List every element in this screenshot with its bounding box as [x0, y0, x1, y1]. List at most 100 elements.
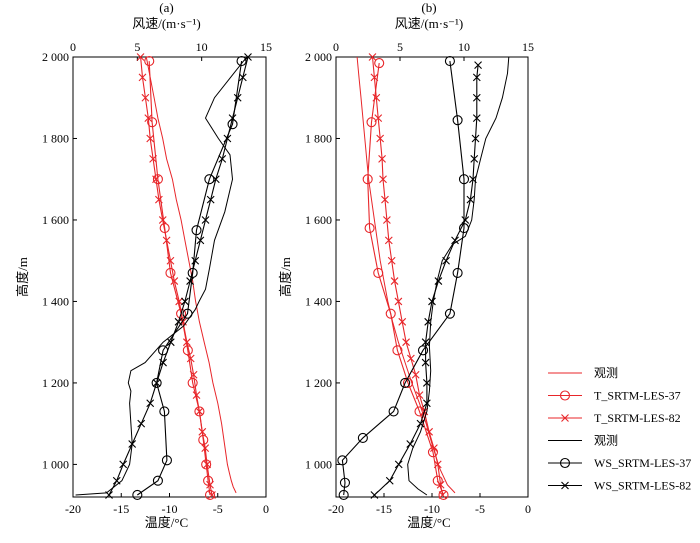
- data-point-cross: [146, 399, 155, 408]
- data-point-cross: [154, 195, 163, 204]
- data-point-circle: [191, 225, 202, 236]
- data-point-circle: [152, 174, 163, 185]
- data-point-cross: [387, 256, 396, 265]
- bottom-axis-title: 温度/°C: [145, 515, 188, 530]
- data-point-circle: [161, 455, 172, 466]
- data-point-cross: [182, 338, 191, 347]
- data-point-circle: [182, 308, 193, 319]
- legend-label: 观测: [594, 434, 618, 448]
- series-line: [140, 56, 213, 496]
- data-point-cross: [198, 427, 207, 436]
- y-tick-label: 2 000: [42, 50, 69, 64]
- series-line: [341, 61, 465, 496]
- data-point-cross: [203, 460, 212, 469]
- data-point-cross: [436, 480, 445, 489]
- x-tick-label-temp: -20: [65, 502, 81, 516]
- bottom-axis-title: 温度/°C: [407, 515, 450, 530]
- data-point-circle: [151, 377, 162, 388]
- y-tick-label: 1 400: [305, 294, 332, 308]
- y-tick-label: 1 600: [42, 213, 69, 227]
- data-point-cross: [385, 476, 394, 485]
- data-point-circle: [236, 56, 247, 67]
- x-tick-label-temp: -10: [162, 502, 178, 516]
- data-point-cross: [137, 419, 146, 428]
- data-point-circle: [444, 308, 455, 319]
- data-point-cross: [189, 370, 198, 379]
- data-point-cross: [136, 53, 145, 61]
- data-point-cross: [422, 379, 431, 387]
- data-point-cross: [138, 73, 147, 82]
- data-point-cross: [152, 379, 161, 387]
- y-tick-label: 1 600: [305, 213, 332, 227]
- series-line: [407, 56, 510, 496]
- x-tick-label-temp: -20: [328, 502, 344, 516]
- data-point-cross: [469, 175, 477, 184]
- series-temp-cross: [368, 53, 447, 499]
- legend-item: 观测: [548, 434, 618, 448]
- x-tick-label-wind: 10: [458, 40, 470, 54]
- data-point-cross: [368, 53, 377, 61]
- data-point-circle: [438, 489, 449, 501]
- data-point-cross: [372, 93, 381, 102]
- data-point-cross: [411, 370, 420, 379]
- data-point-circle: [203, 475, 214, 486]
- data-point-cross: [192, 391, 201, 400]
- data-point-cross: [181, 297, 189, 306]
- data-point-cross: [381, 195, 389, 204]
- legend-item: WS_SRTM-LES-82: [548, 479, 691, 493]
- data-point-circle: [357, 432, 368, 443]
- data-point-cross: [394, 297, 403, 306]
- x-tick-label-wind: 10: [196, 40, 208, 54]
- data-point-cross: [424, 317, 433, 326]
- data-point-cross: [376, 134, 385, 143]
- series-wind-cross: [370, 61, 482, 499]
- series-line: [108, 56, 249, 496]
- x-tick-label-wind: 15: [260, 40, 272, 54]
- data-point-circle: [458, 174, 470, 185]
- data-point-circle: [374, 58, 385, 69]
- legend-item: T_SRTM-LES-82: [548, 411, 681, 425]
- y-tick-label: 2 000: [305, 50, 332, 64]
- data-point-circle: [165, 267, 176, 278]
- data-point-cross: [466, 195, 475, 204]
- x-tick-label-wind: 5: [397, 40, 403, 54]
- data-point-cross: [461, 216, 470, 224]
- data-point-cross: [384, 236, 393, 245]
- legend-marker-circle: [559, 390, 571, 401]
- series-wind-circle: [337, 56, 470, 501]
- data-point-cross: [166, 338, 175, 347]
- top-axis-title: 风速/(m·s⁻¹): [132, 16, 201, 31]
- data-point-cross: [211, 175, 220, 184]
- x-tick-label-temp: -15: [376, 502, 392, 516]
- data-point-cross: [175, 297, 184, 306]
- legend-label: WS_SRTM-LES-82: [594, 479, 691, 493]
- plot-frame: [335, 56, 529, 498]
- y-tick-label: 1 800: [42, 131, 69, 145]
- series-line: [75, 56, 248, 496]
- x-tick-label-temp: -5: [213, 502, 223, 516]
- y-tick-label: 1 200: [42, 376, 69, 390]
- data-point-circle: [364, 223, 375, 234]
- data-point-cross: [425, 427, 434, 436]
- data-point-cross: [201, 216, 210, 224]
- data-point-cross: [472, 114, 481, 122]
- data-point-cross: [159, 358, 167, 367]
- data-point-cross: [195, 407, 204, 416]
- series-temp-none: [145, 56, 237, 494]
- data-point-circle: [194, 406, 205, 417]
- data-point-cross: [141, 93, 150, 102]
- data-point-cross: [472, 93, 481, 102]
- data-point-cross: [128, 440, 137, 448]
- x-tick-label-temp: -15: [113, 502, 129, 516]
- data-point-circle: [417, 345, 429, 356]
- data-point-cross: [191, 256, 200, 265]
- series-wind-none: [407, 56, 510, 496]
- chart-panel-a: [72, 53, 267, 501]
- data-point-cross: [470, 154, 479, 163]
- x-tick-label-wind: 0: [70, 40, 76, 54]
- data-point-cross: [421, 338, 430, 347]
- data-point-cross: [218, 154, 227, 163]
- data-point-circle: [373, 267, 384, 278]
- data-point-cross: [394, 460, 403, 469]
- data-point-cross: [390, 277, 399, 285]
